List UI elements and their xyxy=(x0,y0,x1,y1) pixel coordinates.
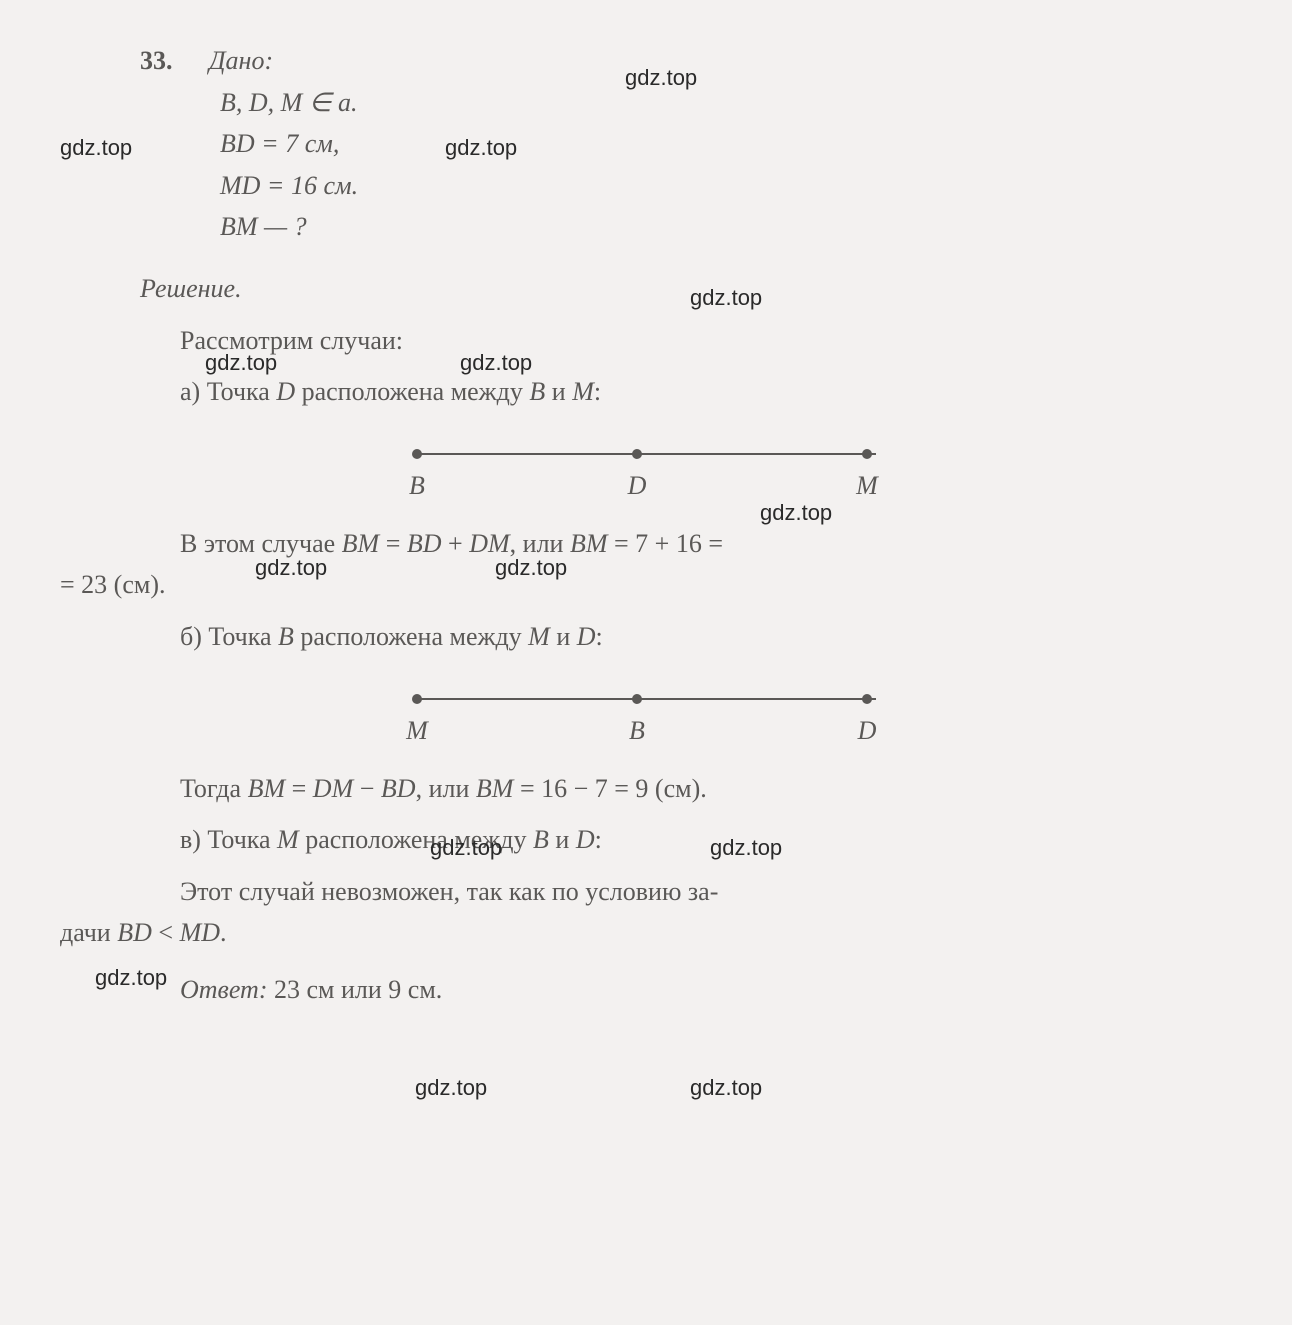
watermark: gdz.top xyxy=(690,280,762,315)
point-label-b-2: B xyxy=(629,710,645,752)
case-a-heading: а) Точка D расположена между B и M: xyxy=(140,371,1232,413)
point-b-1 xyxy=(412,694,422,704)
point-label-b-1: M xyxy=(406,710,428,752)
watermark: gdz.top xyxy=(625,60,697,95)
watermark: gdz.top xyxy=(445,130,517,165)
point-label-a-3: M xyxy=(856,465,878,507)
given-line-3: MD = 16 см. xyxy=(220,165,1232,207)
solution-label: Решение. xyxy=(140,268,1232,310)
case-c-text-2: дачи BD < MD. xyxy=(60,912,1232,954)
given-block: 33. Дано: B, D, M ∈ a. BD = 7 см, MD = 1… xyxy=(220,40,1232,248)
watermark: gdz.top xyxy=(430,830,502,865)
point-label-a-1: B xyxy=(409,465,425,507)
case-a-text-2: = 23 (см). xyxy=(60,564,1232,606)
line-diagram-b: M B D xyxy=(406,688,886,738)
answer-text: 23 см или 9 см. xyxy=(274,975,442,1004)
point-label-a-2: D xyxy=(628,465,647,507)
point-b-2 xyxy=(632,694,642,704)
watermark: gdz.top xyxy=(60,130,132,165)
line-diagram-a: B D M xyxy=(406,443,886,493)
watermark: gdz.top xyxy=(255,550,327,585)
answer-line: Ответ: 23 см или 9 см. xyxy=(140,969,1232,1011)
point-a-2 xyxy=(632,449,642,459)
segment-a xyxy=(416,453,876,455)
diagram-a: B D M xyxy=(60,443,1232,493)
watermark: gdz.top xyxy=(495,550,567,585)
watermark: gdz.top xyxy=(710,830,782,865)
watermark: gdz.top xyxy=(690,1070,762,1105)
given-line-4: BM — ? xyxy=(220,206,1232,248)
watermark: gdz.top xyxy=(95,960,167,995)
case-c-text-1: Этот случай невозможен, так как по услов… xyxy=(140,871,1232,913)
point-b-3 xyxy=(862,694,872,704)
case-c-heading: в) Точка M расположена между B и D: xyxy=(140,819,1232,861)
problem-number: 33. xyxy=(140,40,173,82)
case-b-heading: б) Точка B расположена между M и D: xyxy=(140,616,1232,658)
intro-text: Рассмотрим случаи: xyxy=(140,320,1232,362)
answer-label: Ответ: xyxy=(180,975,267,1004)
given-label: Дано: xyxy=(209,46,273,75)
watermark: gdz.top xyxy=(415,1070,487,1105)
watermark: gdz.top xyxy=(760,495,832,530)
given-line-2: BD = 7 см, xyxy=(220,123,1232,165)
segment-b xyxy=(416,698,876,700)
point-a-1 xyxy=(412,449,422,459)
watermark: gdz.top xyxy=(460,345,532,380)
diagram-b: M B D xyxy=(60,688,1232,738)
given-line-1: B, D, M ∈ a. xyxy=(220,82,1232,124)
watermark: gdz.top xyxy=(205,345,277,380)
point-a-3 xyxy=(862,449,872,459)
problem-header-line: 33. Дано: xyxy=(220,40,1232,82)
case-b-text: Тогда BM = DM − BD, или BM = 16 − 7 = 9 … xyxy=(140,768,1232,810)
point-label-b-3: D xyxy=(858,710,877,752)
